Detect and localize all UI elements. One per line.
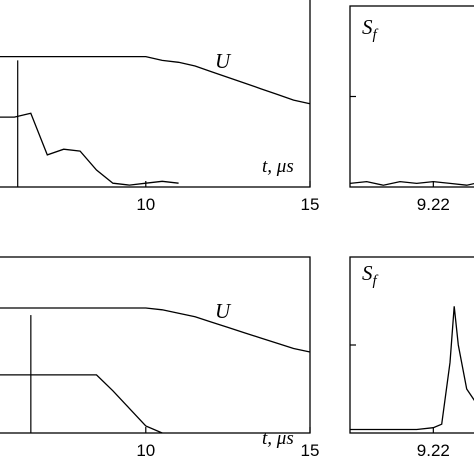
series-label: U xyxy=(215,299,232,323)
data-line xyxy=(0,55,311,105)
x-tick-label: 10 xyxy=(136,441,155,460)
data-line xyxy=(350,306,474,431)
plot-frame xyxy=(0,256,311,434)
x-tick-label: 10 xyxy=(136,195,155,214)
x-axis-label: t, μs xyxy=(262,428,294,449)
x-tick-label: 15 xyxy=(301,195,320,214)
data-line xyxy=(0,112,179,186)
data-line xyxy=(0,307,311,353)
data-line xyxy=(349,180,474,186)
data-line xyxy=(0,374,163,434)
x-tick-label: 9.22 xyxy=(417,195,450,214)
x-tick-label: 15 xyxy=(301,441,320,460)
x-tick-label: 9.22 xyxy=(417,441,450,460)
series-label: U xyxy=(215,49,232,73)
x-axis-label: t, μs xyxy=(262,156,294,177)
y-axis-label: Sf xyxy=(362,15,379,43)
y-axis-label: Sf xyxy=(362,261,379,289)
plot-frame xyxy=(0,0,311,188)
